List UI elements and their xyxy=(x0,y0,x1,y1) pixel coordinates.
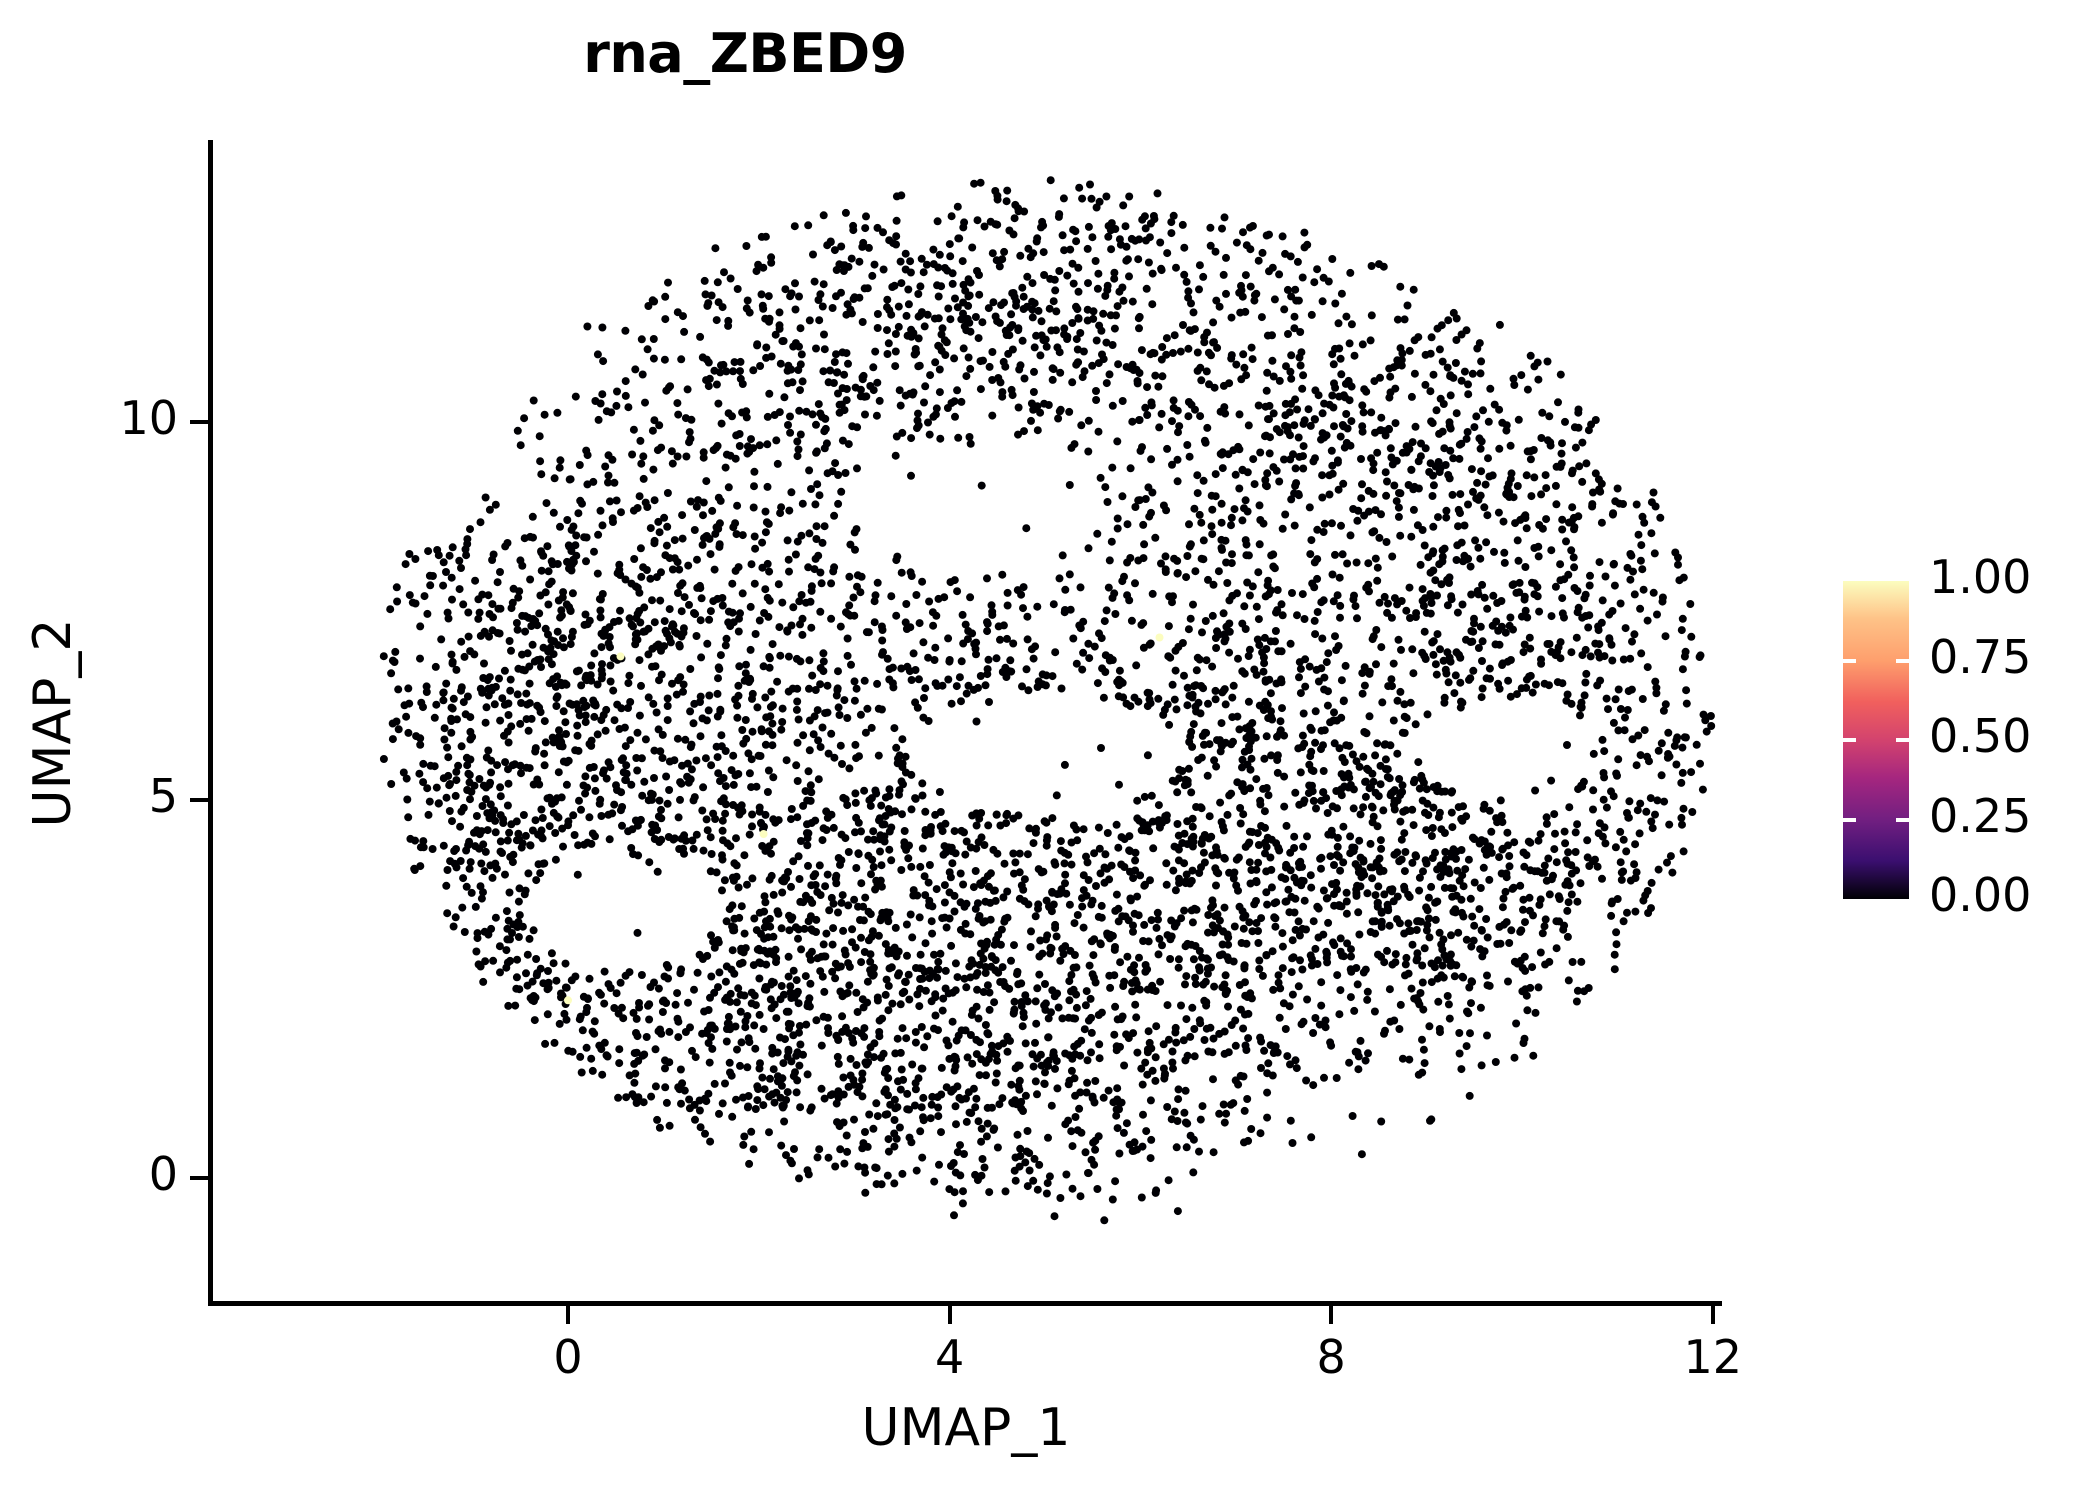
x-axis-label: UMAP_1 xyxy=(861,1398,1071,1458)
y-axis-spine xyxy=(208,140,213,1306)
x-axis-spine xyxy=(208,1301,1722,1306)
y-tick-label: 0 xyxy=(148,1147,178,1201)
colorbar-tick-label: 0.75 xyxy=(1929,629,2032,684)
x-tick-label: 12 xyxy=(1683,1330,1743,1384)
x-tick-mark xyxy=(566,1306,570,1324)
colorbar-tick-mark xyxy=(1896,738,1909,742)
colorbar-tick-label: 0.25 xyxy=(1929,788,2032,843)
page-title: rna_ZBED9 xyxy=(583,22,907,85)
colorbar-tick-mark xyxy=(1843,738,1856,742)
colorbar-tick-label: 1.00 xyxy=(1929,550,2032,604)
y-tick-mark xyxy=(190,420,208,424)
x-tick-mark xyxy=(947,1306,952,1324)
y-tick-label: 10 xyxy=(119,391,178,445)
colorbar-tick-label: 0.50 xyxy=(1929,709,2032,763)
y-axis-label: UMAP_2 xyxy=(23,618,83,828)
y-tick-mark xyxy=(190,1176,208,1180)
colorbar xyxy=(1843,581,1909,899)
y-tick-mark xyxy=(190,798,208,802)
y-tick-label: 5 xyxy=(148,769,178,823)
colorbar-tick-mark xyxy=(1843,817,1856,822)
x-tick-mark xyxy=(1329,1306,1334,1324)
x-tick-label: 8 xyxy=(1316,1330,1346,1384)
x-tick-label: 4 xyxy=(934,1330,965,1384)
x-tick-mark xyxy=(1710,1306,1715,1324)
colorbar-tick-mark xyxy=(1843,658,1856,663)
colorbar-tick-label: 0.00 xyxy=(1929,868,2032,922)
x-tick-label: 0 xyxy=(553,1330,583,1384)
colorbar-tick-mark xyxy=(1896,817,1909,822)
colorbar-tick-mark xyxy=(1896,658,1909,663)
